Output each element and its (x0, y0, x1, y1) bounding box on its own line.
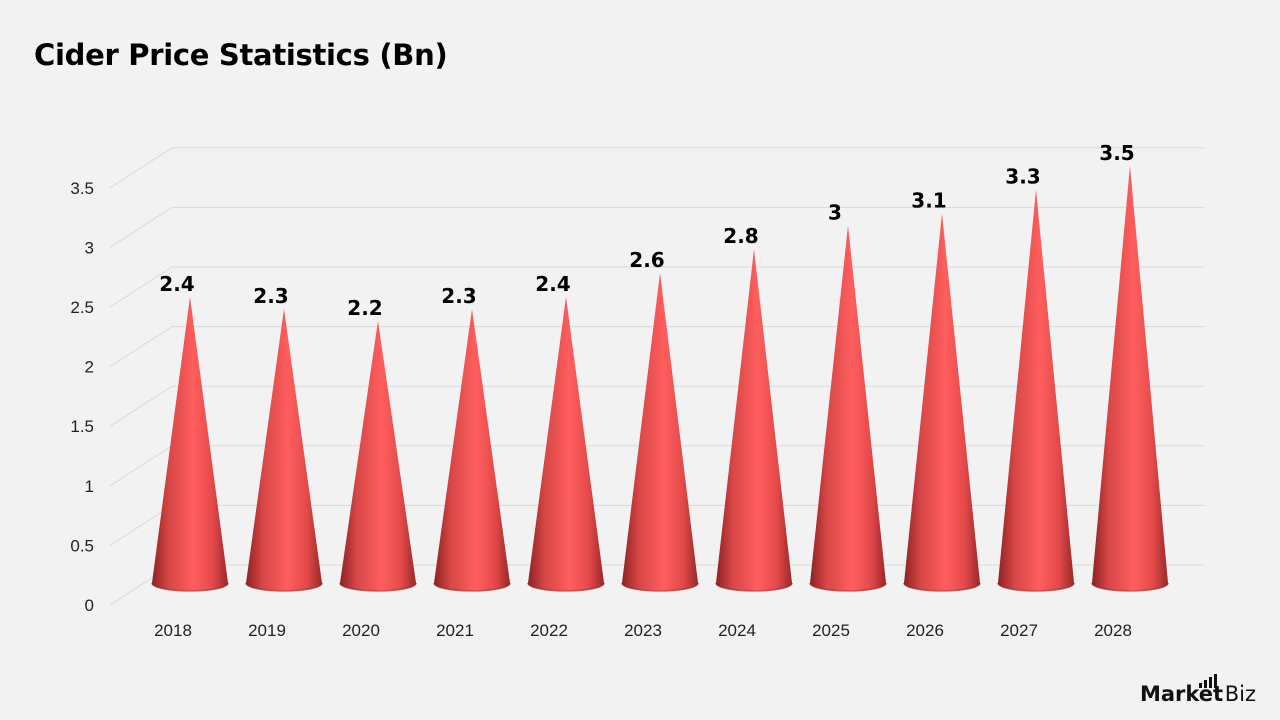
cone-bar (339, 320, 417, 592)
x-tick-label: 2020 (342, 621, 380, 640)
cone-bar (621, 273, 699, 592)
x-tick-label: 2021 (436, 621, 474, 640)
data-label: 3.5 (1099, 141, 1134, 165)
cone-body (340, 320, 416, 591)
cone-base (151, 582, 229, 592)
x-tick-label: 2023 (624, 621, 662, 640)
cone-body (716, 249, 792, 592)
cone-base (715, 582, 793, 592)
y-axis-ticks: 0 0.5 1 1.5 2 2.5 3 3.5 (70, 179, 94, 615)
data-label: 3.1 (911, 188, 946, 212)
grid-line (109, 147, 1205, 189)
data-label: 2.2 (347, 296, 382, 320)
cone-base (245, 582, 323, 592)
cone-base (433, 582, 511, 592)
grid-line (109, 326, 1205, 368)
cone-body (1092, 165, 1168, 592)
logo-bars-icon (1199, 674, 1218, 688)
y-tick-label: 1 (85, 477, 94, 496)
data-label: 2.4 (159, 272, 194, 296)
data-label: 3 (828, 200, 842, 224)
chart-title: Cider Price Statistics (Bn) (34, 38, 448, 72)
data-label: 2.6 (629, 248, 664, 272)
x-tick-label: 2027 (1000, 621, 1038, 640)
cone-bar (527, 296, 605, 592)
grid-line (109, 266, 1205, 308)
data-label: 2.8 (723, 224, 758, 248)
x-tick-label: 2022 (530, 621, 568, 640)
cone-body (622, 273, 698, 591)
cone-body (998, 189, 1074, 591)
data-label: 2.3 (253, 284, 288, 308)
logo-biz-text: .Biz (1218, 682, 1256, 706)
cone-body (528, 296, 604, 591)
cone-base (1091, 582, 1169, 592)
cone-bar (903, 213, 981, 592)
y-tick-label: 1.5 (70, 417, 94, 436)
marketbiz-logo: Market .Biz (1140, 674, 1256, 706)
cone-base (809, 582, 887, 592)
y-tick-label: 3.5 (70, 179, 94, 198)
x-tick-label: 2026 (906, 621, 944, 640)
cone-bar (151, 296, 229, 592)
cone-base (997, 582, 1075, 592)
cone-body (434, 308, 510, 591)
cone-bar (245, 308, 323, 592)
data-label: 2.3 (441, 284, 476, 308)
x-tick-label: 2019 (248, 621, 286, 640)
cone-base (527, 582, 605, 592)
cone-base (339, 582, 417, 592)
y-tick-label: 2.5 (70, 298, 94, 317)
x-axis-ticks: 2018 2019 2020 2021 2022 2023 2024 2025 2026 2027… (154, 621, 1132, 640)
cone-bar (433, 308, 511, 592)
cone-body (810, 225, 886, 591)
data-label: 3.3 (1005, 165, 1040, 189)
y-tick-label: 0.5 (70, 536, 94, 555)
cone-bar (1091, 165, 1169, 592)
x-tick-label: 2028 (1094, 621, 1132, 640)
y-tick-label: 3 (85, 238, 94, 257)
cone-bar (997, 189, 1075, 592)
y-tick-label: 0 (85, 596, 94, 615)
cone-base (621, 582, 699, 592)
x-tick-label: 2025 (812, 621, 850, 640)
cone-body (152, 296, 228, 591)
cones (151, 165, 1169, 592)
x-tick-label: 2018 (154, 621, 192, 640)
data-labels: 2.4 2.3 2.2 2.3 2.4 2.6 2.8 3 3.1 3.3 3.5 (159, 141, 1134, 320)
cone-body (246, 308, 322, 591)
cone-bar (809, 225, 887, 592)
y-tick-label: 2 (85, 358, 94, 377)
cone-base (903, 582, 981, 592)
grid-line (109, 206, 1205, 248)
cone-bar (715, 249, 793, 592)
x-tick-label: 2024 (718, 621, 756, 640)
data-label: 2.4 (535, 272, 570, 296)
cone-body (904, 213, 980, 592)
